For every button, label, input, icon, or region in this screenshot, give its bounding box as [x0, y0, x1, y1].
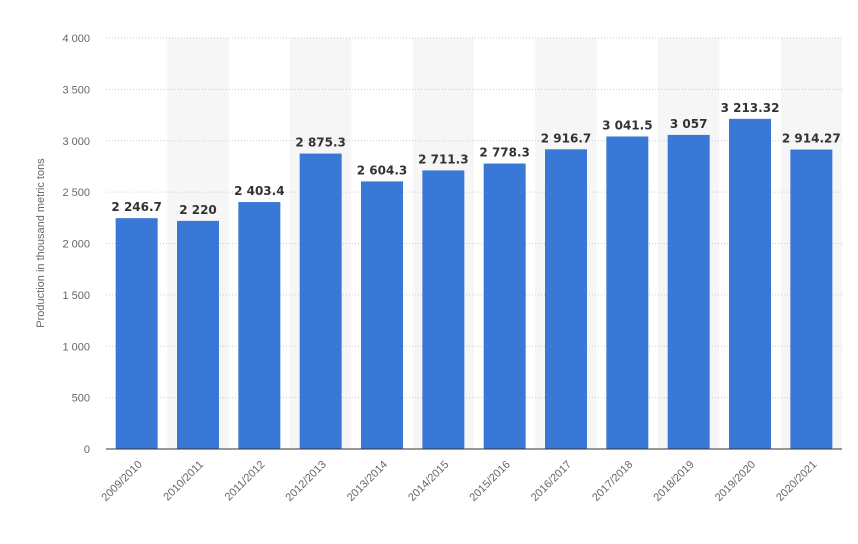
bar	[115, 218, 158, 449]
data-label: 2 246.7	[111, 200, 161, 214]
bar	[729, 118, 771, 450]
x-tick-label: 2013/2014	[345, 459, 390, 504]
data-label: 2 914.27	[782, 132, 841, 146]
y-tick-label: 0	[84, 444, 90, 456]
x-tick-label: 2016/2017	[529, 459, 574, 504]
data-label: 3 057	[670, 117, 708, 131]
y-tick-label: 4 000	[62, 33, 90, 45]
x-tick-labels-group: 2009/2010 2010/2011 2011/2012 2012/2013 2013…	[100, 459, 820, 504]
data-label: 2 604.3	[357, 163, 407, 177]
data-label: 2 403.4	[234, 184, 284, 198]
data-label: 2 220	[179, 203, 217, 217]
bar	[667, 134, 710, 449]
y-tick-label: 1 500	[62, 290, 90, 302]
bar	[790, 149, 833, 449]
bar	[177, 220, 219, 449]
y-tick-labels-group: 0 500 1 000 1 500 2 000 2 500 3 000 3 500 4 000	[62, 33, 90, 456]
x-tick-label: 2020/2021	[774, 459, 819, 504]
y-tick-label: 3 000	[62, 136, 90, 148]
bar	[545, 149, 587, 449]
bars-group	[115, 118, 833, 450]
bar	[361, 181, 403, 449]
data-label: 2 778.3	[479, 146, 529, 160]
x-tick-label: 2019/2020	[713, 459, 758, 504]
bar	[238, 202, 281, 449]
x-tick-label: 2011/2012	[223, 459, 268, 504]
bar	[606, 136, 649, 449]
y-tick-label: 2 000	[62, 239, 90, 251]
x-tick-label: 2012/2013	[284, 459, 329, 504]
data-labels-group: 2 246.7 2 220 2 403.4 2 875.3 2 604.3 2 711.3…	[111, 101, 840, 217]
y-tick-label: 1 000	[62, 341, 90, 353]
y-tick-label: 500	[72, 393, 90, 405]
x-tick-label: 2018/2019	[652, 459, 697, 504]
bar	[422, 170, 465, 449]
x-tick-label: 2017/2018	[590, 459, 635, 504]
data-label: 3 213.32	[721, 101, 780, 115]
x-tick-label: 2010/2011	[161, 459, 206, 504]
y-tick-label: 2 500	[62, 187, 90, 199]
data-label: 2 875.3	[295, 136, 345, 150]
data-label: 2 916.7	[541, 131, 591, 145]
y-tick-label: 3 500	[62, 84, 90, 96]
data-label: 2 711.3	[418, 152, 468, 166]
data-label: 3 041.5	[602, 118, 652, 132]
x-tick-label: 2009/2010	[100, 459, 145, 504]
x-tick-label: 2015/2016	[468, 459, 513, 504]
x-tick-label: 2014/2015	[406, 459, 451, 504]
bar	[483, 163, 526, 450]
y-axis-title: Production in thousand metric tons	[35, 158, 47, 328]
bar	[299, 153, 342, 449]
